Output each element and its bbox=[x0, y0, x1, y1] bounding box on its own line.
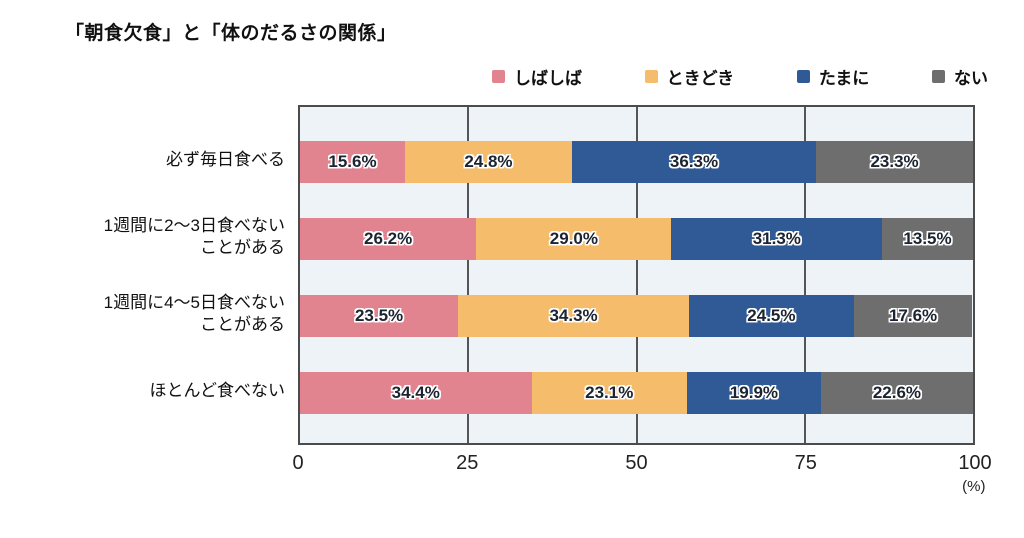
legend-item: たまに bbox=[796, 64, 870, 89]
bar-value-label: 36.3% bbox=[669, 152, 719, 171]
bar-value-label: 34.3% bbox=[549, 306, 598, 325]
legend-item: しばしば bbox=[492, 64, 582, 89]
bar-value-label: 23.3% bbox=[870, 152, 919, 171]
bar-value-label: 26.2% bbox=[364, 229, 413, 248]
x-axis-tick: 25 bbox=[456, 452, 479, 474]
bar-row: 23.5% 34.3% 24.5% 17.6% bbox=[300, 295, 973, 337]
bar-value-label: 23.5% bbox=[354, 306, 404, 325]
bar-segment: 23.1% bbox=[531, 372, 687, 414]
legend-item: ときどき bbox=[644, 64, 735, 89]
bar-value-label: 19.9% bbox=[729, 383, 779, 402]
legend-item: ない bbox=[931, 64, 988, 89]
bar-segment: 22.6% bbox=[820, 372, 973, 414]
x-axis-tick: 0 bbox=[292, 452, 304, 474]
legend-label: しばしば bbox=[514, 68, 582, 88]
bar-segment: 19.9% bbox=[686, 372, 821, 414]
bar-value-label: 31.3% bbox=[752, 229, 801, 248]
x-axis-tick: 100 bbox=[958, 452, 992, 474]
bar-segment: 23.3% bbox=[816, 141, 973, 183]
bar-value-label: 24.8% bbox=[464, 152, 513, 171]
gridline bbox=[635, 107, 638, 443]
legend-swatch-icon bbox=[644, 69, 658, 83]
bar-segment: 24.5% bbox=[688, 295, 854, 337]
bar-row: 34.4% 23.1% 19.9% 22.6% bbox=[300, 372, 973, 414]
bar-segment: 23.5% bbox=[300, 295, 459, 337]
bar-value-label: 24.5% bbox=[747, 306, 796, 325]
bar-segment: 26.2% bbox=[300, 218, 477, 260]
bar-segment: 24.8% bbox=[404, 141, 572, 183]
legend-label: たまに bbox=[818, 68, 870, 88]
bar-row: 15.6% 24.8% 36.3% 23.3% bbox=[300, 141, 973, 183]
bar-segment: 13.5% bbox=[882, 218, 973, 260]
bar-segment: 17.6% bbox=[853, 295, 973, 337]
chart-title: 「朝食欠食」と「体のだるさの関係」 bbox=[65, 23, 397, 44]
bar-segment: 36.3% bbox=[571, 141, 817, 183]
bar-segment: 15.6% bbox=[300, 141, 405, 183]
legend-swatch-icon bbox=[796, 69, 810, 83]
bar-row: 26.2% 29.0% 31.3% 13.5% bbox=[300, 218, 973, 260]
category-label: 1週間に4〜5日食べない ことがある bbox=[103, 292, 285, 334]
x-axis-tick: 50 bbox=[625, 452, 648, 474]
legend: しばしば ときどき たまに ない bbox=[492, 64, 988, 89]
bar-value-label: 22.6% bbox=[872, 383, 922, 402]
bar-segment: 34.3% bbox=[458, 295, 689, 337]
x-axis-unit-label: (%) bbox=[962, 478, 986, 495]
bar-value-label: 15.6% bbox=[328, 152, 377, 171]
bar-value-label: 34.4% bbox=[391, 383, 440, 402]
gridline bbox=[467, 107, 470, 443]
bar-value-label: 13.5% bbox=[903, 229, 952, 248]
gridline bbox=[803, 107, 806, 443]
category-label: ほとんど食べない bbox=[149, 380, 286, 400]
legend-swatch-icon bbox=[931, 69, 945, 83]
x-axis-tick: 75 bbox=[794, 452, 817, 474]
bar-segment: 31.3% bbox=[671, 218, 883, 260]
x-axis: (%) 0 25 50 75 100 bbox=[292, 452, 991, 512]
bar-segment: 34.4% bbox=[300, 372, 532, 414]
category-labels: 必ず毎日食べる 1週間に2〜3日食べない ことがある 1週間に4〜5日食べない こと… bbox=[28, 105, 285, 445]
legend-swatch-icon bbox=[492, 69, 505, 83]
plot-area: 15.6% 24.8% 36.3% 23.3% 26.2% 29.0% 31.3% 13.5%… bbox=[298, 105, 975, 445]
bar-value-label: 23.1% bbox=[585, 383, 634, 402]
legend-label: ない bbox=[953, 68, 988, 88]
legend-label: ときどき bbox=[666, 68, 735, 88]
bar-value-label: 29.0% bbox=[549, 229, 598, 248]
bar-value-label: 17.6% bbox=[888, 306, 938, 325]
category-label: 1週間に2〜3日食べない ことがある bbox=[103, 215, 285, 257]
category-label: 必ず毎日食べる bbox=[166, 149, 285, 169]
bar-segment: 29.0% bbox=[476, 218, 672, 260]
